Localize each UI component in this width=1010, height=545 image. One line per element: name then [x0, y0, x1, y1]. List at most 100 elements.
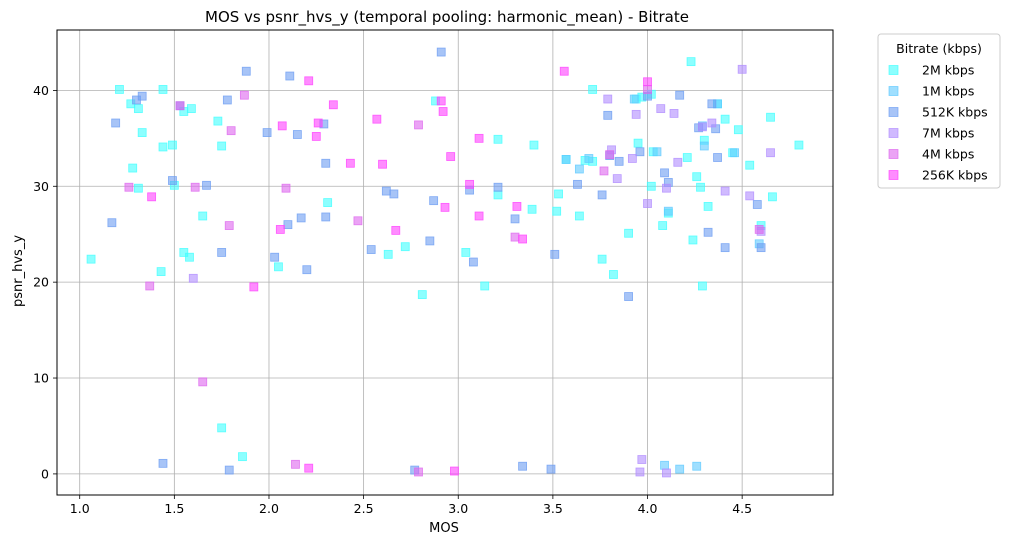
data-point	[662, 468, 671, 478]
data-point	[660, 460, 669, 470]
legend-entry-label: 4M kbps	[922, 147, 974, 162]
data-point	[381, 186, 391, 196]
data-point	[158, 142, 168, 152]
data-point	[688, 235, 698, 245]
data-point	[440, 202, 450, 212]
data-point	[107, 218, 117, 228]
data-point	[468, 257, 478, 267]
y-tick-label: 40	[33, 83, 49, 98]
legend-marker	[888, 107, 899, 117]
data-point	[226, 126, 236, 136]
y-tick-label: 10	[33, 371, 49, 386]
data-point	[599, 166, 609, 176]
data-point	[754, 225, 764, 234]
y-tick-label: 0	[41, 466, 49, 481]
data-point	[158, 85, 168, 94]
data-point	[696, 182, 705, 192]
data-point	[588, 85, 598, 94]
y-tick-label: 20	[33, 275, 49, 290]
data-point	[156, 267, 166, 277]
chart-title: MOS vs psnr_hvs_y (temporal pooling: har…	[205, 8, 689, 27]
data-point	[438, 107, 448, 116]
data-point	[249, 282, 259, 292]
data-point	[86, 254, 96, 264]
data-point	[720, 114, 730, 124]
axis-ticks: 1.0 1.5 2.0 2.5 3.0 3.5 4.0 4.5 0 10 20 30 40	[33, 83, 752, 516]
legend: Bitrate (kbps) 2M kbps 1M kbps 512K kbps 7M…	[877, 33, 1001, 189]
data-point	[629, 94, 639, 104]
data-point	[345, 158, 355, 168]
data-point	[768, 192, 777, 202]
series-5	[147, 66, 652, 476]
x-tick-label: 4.5	[732, 501, 752, 516]
data-point	[707, 118, 717, 128]
data-point	[436, 47, 446, 57]
data-point	[698, 281, 707, 291]
data-point	[292, 130, 302, 139]
data-point	[643, 85, 652, 94]
data-point	[137, 128, 147, 137]
data-point	[635, 147, 645, 157]
data-point	[202, 180, 211, 190]
data-point	[115, 85, 124, 94]
data-point	[682, 153, 692, 162]
data-point	[137, 91, 147, 101]
data-point	[147, 192, 157, 202]
data-point	[400, 242, 410, 252]
data-point	[313, 118, 323, 128]
data-point	[597, 190, 607, 200]
data-point	[168, 176, 177, 185]
data-point	[188, 273, 198, 283]
data-point	[311, 132, 321, 141]
data-point	[222, 95, 232, 105]
data-point	[643, 77, 652, 87]
data-point	[624, 228, 633, 238]
data-point	[652, 147, 662, 157]
data-point	[128, 163, 138, 173]
data-point	[730, 148, 739, 158]
data-point	[158, 458, 168, 468]
data-point	[603, 110, 613, 120]
data-point	[675, 464, 685, 474]
data-points	[86, 47, 804, 478]
x-tick-label: 4.0	[638, 501, 658, 516]
legend-marker	[888, 65, 899, 75]
data-point	[185, 252, 194, 262]
data-point	[713, 153, 722, 162]
data-point	[552, 206, 562, 216]
data-point	[692, 461, 702, 471]
data-point	[794, 140, 804, 150]
data-point	[168, 140, 177, 150]
data-point	[752, 200, 762, 209]
data-point	[304, 463, 314, 473]
x-tick-label: 3.5	[543, 501, 563, 516]
data-point	[429, 196, 439, 206]
data-point	[217, 248, 227, 257]
data-point	[707, 99, 717, 109]
data-point	[627, 154, 637, 163]
data-point	[175, 101, 185, 111]
data-point	[643, 199, 652, 208]
data-point	[518, 234, 527, 244]
series-2	[107, 47, 766, 475]
data-point	[669, 109, 679, 118]
data-point	[720, 243, 730, 253]
data-point	[733, 125, 743, 135]
data-point	[321, 212, 331, 222]
data-point	[573, 179, 582, 189]
data-point	[241, 66, 251, 76]
data-point	[281, 183, 291, 193]
data-point	[198, 211, 208, 221]
data-point	[584, 154, 594, 163]
data-point	[550, 249, 560, 259]
data-point	[637, 455, 647, 464]
data-point	[720, 186, 730, 196]
data-point	[493, 190, 503, 200]
data-point	[603, 94, 613, 104]
legend-entry-label: 1M kbps	[922, 84, 974, 99]
data-point	[561, 155, 571, 164]
data-point	[510, 214, 520, 224]
x-tick-label: 1.5	[164, 501, 184, 516]
data-point	[145, 281, 155, 291]
